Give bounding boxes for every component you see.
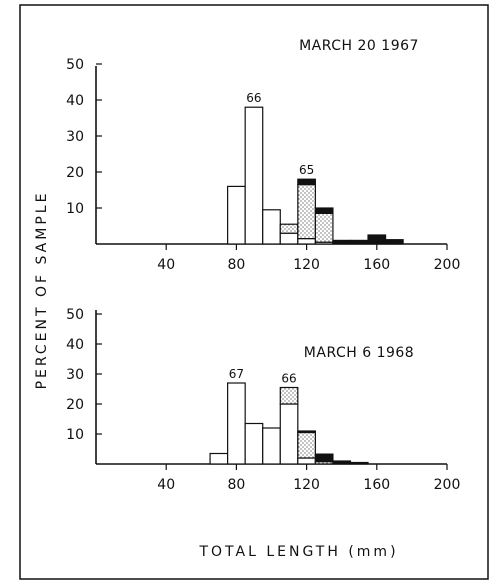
peak-label: 66 (246, 91, 261, 105)
bar-solid (349, 461, 369, 465)
y-axis-title: PERCENT OF SAMPLE (34, 191, 50, 390)
figure-frame (19, 4, 489, 580)
x-ticks: 40 80 120 160 200 (157, 244, 460, 273)
bars (227, 106, 404, 245)
bar-solid (367, 234, 387, 245)
y-ticks: 10 20 30 40 50 (66, 57, 102, 217)
x-tick-label: 80 (227, 257, 245, 273)
x-tick-label: 120 (293, 477, 320, 493)
y-tick-label: 50 (66, 307, 84, 323)
peak-labels: 66 65 (246, 91, 314, 177)
y-tick-label: 10 (66, 201, 84, 217)
peak-label: 66 (281, 372, 296, 386)
bar-open (279, 403, 299, 465)
chart-panel-1967: MARCH 20 1967 10 20 30 40 50 40 80 120 160 200 6… (66, 38, 460, 273)
bar-open (297, 457, 316, 465)
y-tick-label: 10 (66, 427, 84, 443)
x-tick-label: 200 (434, 257, 461, 273)
bar-solid (297, 430, 316, 434)
bar-dotted (279, 223, 299, 234)
bar-solid (384, 239, 404, 245)
bar-open (244, 106, 264, 245)
chart-panel-1968: MARCH 6 1968 10 20 30 40 50 40 80 120 160 200 67… (66, 307, 460, 493)
bar-solid (332, 239, 352, 245)
bar-open (227, 185, 246, 245)
x-axis-title: TOTAL LENGTH (mm) (198, 544, 398, 560)
x-tick-label: 40 (157, 477, 175, 493)
peak-label: 65 (299, 163, 314, 177)
bar-open (297, 238, 316, 245)
bar-solid (332, 460, 352, 465)
x-tick-label: 160 (363, 257, 390, 273)
peak-labels: 67 66 (229, 367, 297, 386)
x-tick-label: 40 (157, 257, 175, 273)
bar-open (244, 422, 264, 465)
y-tick-label: 30 (66, 129, 84, 145)
x-tick-label: 200 (434, 477, 461, 493)
bars (209, 382, 369, 465)
bar-dotted (314, 212, 334, 243)
bar-solid (314, 207, 334, 215)
bar-open (279, 232, 299, 245)
y-tick-label: 20 (66, 397, 84, 413)
y-ticks: 10 20 30 40 50 (66, 307, 102, 443)
y-tick-label: 30 (66, 367, 84, 383)
y-tick-label: 20 (66, 165, 84, 181)
panel-title: MARCH 6 1968 (304, 345, 414, 361)
bar-solid (297, 178, 316, 186)
y-tick-label: 50 (66, 57, 84, 73)
bar-dotted (297, 431, 316, 459)
bar-dotted (297, 184, 316, 240)
bar-dotted (279, 386, 299, 405)
x-tick-label: 80 (227, 477, 245, 493)
x-tick-label: 160 (363, 477, 390, 493)
peak-label: 67 (229, 367, 244, 381)
x-ticks: 40 80 120 160 200 (157, 464, 460, 493)
y-tick-label: 40 (66, 337, 84, 353)
bar-open (209, 452, 229, 465)
y-tick-label: 40 (66, 93, 84, 109)
bar-open (262, 427, 281, 465)
bar-open (262, 209, 281, 245)
x-tick-label: 120 (293, 257, 320, 273)
bar-solid (314, 453, 334, 463)
bar-solid (349, 239, 369, 245)
panel-title: MARCH 20 1967 (299, 38, 419, 54)
bar-open (227, 382, 246, 465)
